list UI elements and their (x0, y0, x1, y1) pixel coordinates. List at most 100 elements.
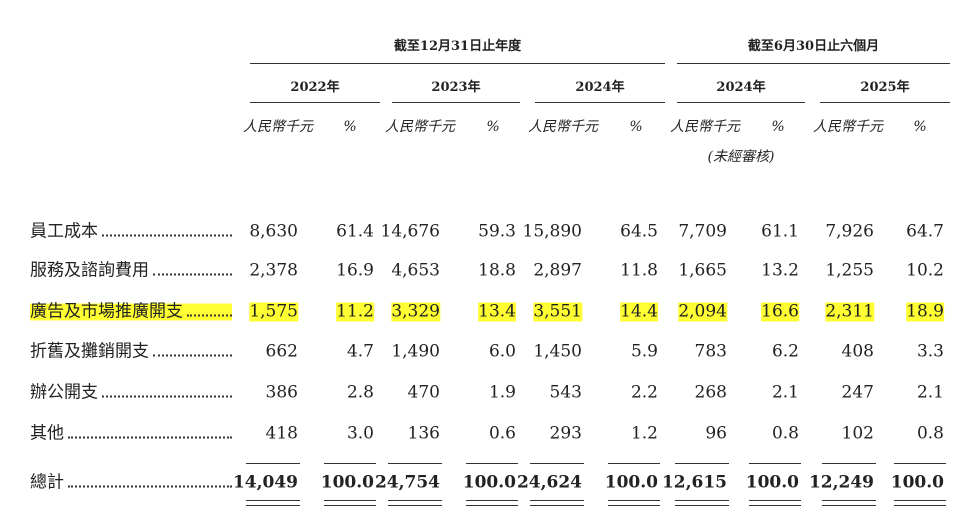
cell: 0.8 (916, 423, 944, 444)
note: (未經審核) (707, 149, 775, 165)
cell: 247 (841, 382, 874, 403)
unit-header: % (913, 119, 927, 135)
label-text: 其他 (30, 423, 64, 444)
cell: 2.8 (346, 382, 374, 403)
cell: 408 (841, 341, 874, 362)
label-text: 辦公開支 (30, 382, 98, 403)
row-label: 員工成本 (30, 221, 232, 242)
leader (102, 395, 232, 398)
cell: 15,890 (522, 221, 582, 242)
cell: 14,676 (380, 221, 440, 242)
cell: 5.9 (630, 341, 658, 362)
cell: 2.1 (916, 382, 944, 403)
row-label: 服務及諮詢費用 (30, 262, 232, 280)
cell: 3,329 (391, 301, 440, 322)
row-label: 其他 (30, 423, 232, 444)
cell: 3.0 (346, 423, 374, 444)
year-header: 2023年 (431, 80, 481, 95)
cell: 1,255 (825, 260, 874, 281)
cell: 4.7 (346, 341, 374, 362)
rule (675, 500, 729, 501)
leader (68, 436, 232, 439)
rule (535, 102, 665, 103)
cell: 24,624 (516, 472, 582, 493)
cell: 64.7 (906, 221, 944, 242)
cell: 1,665 (678, 260, 727, 281)
unit-header: % (486, 119, 500, 135)
cell: 418 (265, 423, 298, 444)
cell: 24,754 (374, 472, 440, 493)
unit-header: 人民幣千元 (385, 119, 455, 135)
cell: 100.0 (320, 472, 374, 493)
cell: 16.6 (761, 301, 799, 322)
rule (388, 500, 442, 501)
year-header: 2022年 (290, 80, 340, 95)
rule (388, 463, 442, 464)
rule (246, 463, 300, 464)
rule (608, 500, 660, 501)
cell: 102 (841, 423, 874, 444)
cell: 470 (407, 382, 440, 403)
cell: 6.0 (488, 341, 516, 362)
cell: 2,311 (825, 301, 874, 322)
rule (246, 500, 300, 501)
unit-header: 人民幣千元 (813, 119, 883, 135)
label-text: 廣告及市場推廣開支 (30, 301, 183, 322)
cell: 18.8 (478, 260, 516, 281)
rule (749, 505, 801, 506)
rule (822, 463, 876, 464)
rule (392, 102, 520, 103)
cell: 10.2 (906, 260, 944, 281)
cell: 59.3 (478, 221, 516, 242)
rule (466, 463, 518, 464)
cell: 18.9 (906, 301, 944, 322)
rule (822, 500, 876, 501)
year-header: 2024年 (575, 80, 625, 95)
rule (820, 102, 950, 103)
rule (530, 505, 584, 506)
leader (153, 354, 232, 357)
cell: 14.4 (620, 301, 658, 322)
cell: 12,249 (808, 472, 874, 493)
rule (246, 505, 300, 506)
cell: 14,049 (232, 472, 298, 493)
cell: 1,575 (249, 301, 298, 322)
row-label: 辦公開支 (30, 382, 232, 403)
cell: 293 (549, 423, 582, 444)
rule (608, 463, 660, 464)
cell: 543 (549, 382, 582, 403)
cell: 100.0 (745, 472, 799, 493)
cell: 1,450 (533, 341, 582, 362)
label-text: 員工成本 (30, 221, 98, 242)
cell: 2,094 (678, 301, 727, 322)
group-header: 截至12月31日止年度 (393, 39, 522, 54)
cell: 11.8 (620, 260, 658, 281)
rule (749, 500, 801, 501)
cell: 136 (407, 423, 440, 444)
rule (324, 505, 376, 506)
cell: 1,490 (391, 341, 440, 362)
rule (388, 505, 442, 506)
label-text: 折舊及攤銷開支 (30, 341, 149, 362)
label-text: 總計 (30, 472, 64, 493)
cell: 2.2 (630, 382, 658, 403)
cell: 7,926 (825, 221, 874, 242)
cell: 7,709 (678, 221, 727, 242)
rule (894, 463, 946, 464)
cell: 96 (705, 423, 727, 444)
unit-header: % (343, 119, 357, 135)
cell: 386 (265, 382, 298, 403)
cell: 13.4 (478, 301, 516, 322)
rule (530, 463, 584, 464)
year-header: 2024年 (716, 80, 766, 95)
cell: 100.0 (890, 472, 944, 493)
cell: 2,897 (533, 260, 582, 281)
rule (677, 102, 805, 103)
rule (466, 505, 518, 506)
leader (153, 273, 232, 276)
leader (102, 234, 232, 237)
year-header: 2025年 (860, 80, 910, 95)
cell: 3.3 (916, 341, 944, 362)
rule (675, 463, 729, 464)
row-label: 總計 (30, 472, 232, 493)
